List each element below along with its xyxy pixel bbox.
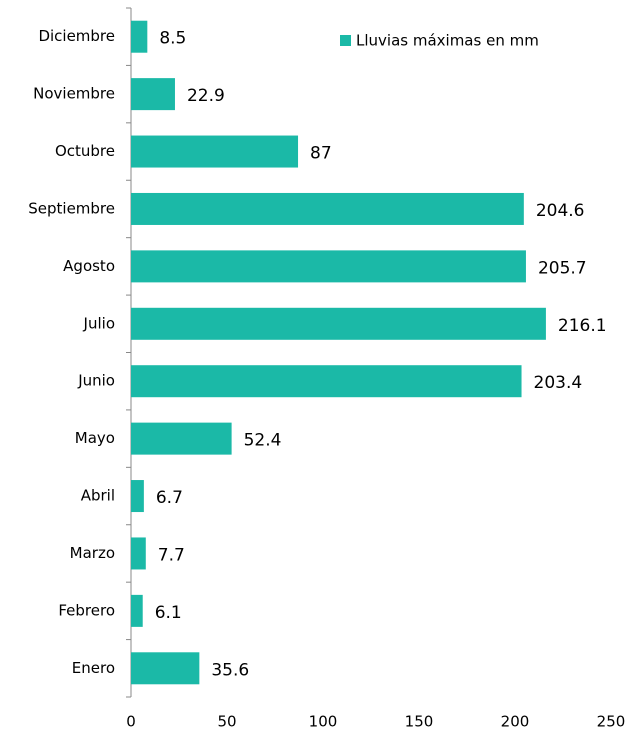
value-label: 7.7 — [158, 545, 185, 565]
bar — [131, 480, 144, 513]
value-label: 204.6 — [536, 201, 585, 221]
bar — [131, 20, 148, 53]
x-tick-label: 100 — [309, 713, 338, 731]
x-tick-label: 0 — [126, 713, 136, 731]
value-label: 8.5 — [159, 29, 186, 49]
bar — [131, 307, 546, 340]
value-label: 203.4 — [534, 373, 583, 393]
bar — [131, 192, 524, 225]
value-label: 6.7 — [156, 488, 183, 508]
value-label: 35.6 — [211, 660, 249, 680]
y-tick-label: Junio — [77, 372, 115, 390]
x-tick-label: 50 — [217, 713, 236, 731]
bar — [131, 422, 232, 455]
y-tick-label: Octubre — [55, 142, 115, 160]
legend-swatch — [340, 35, 351, 46]
legend-label: Lluvias máximas en mm — [356, 32, 539, 50]
bar — [131, 594, 143, 627]
value-label: 6.1 — [155, 603, 182, 623]
y-tick-label: Julio — [83, 314, 115, 332]
y-tick-label: Agosto — [63, 257, 115, 275]
y-tick-label: Noviembre — [33, 85, 115, 103]
x-tick-label: 150 — [405, 713, 434, 731]
value-label: 87 — [310, 144, 332, 164]
y-tick-label: Abril — [81, 487, 115, 505]
y-tick-label: Marzo — [70, 544, 115, 562]
y-tick-label: Febrero — [58, 601, 115, 619]
bar — [131, 250, 526, 283]
y-tick-label: Enero — [72, 659, 115, 677]
value-label: 52.4 — [244, 431, 282, 451]
bar — [131, 78, 175, 111]
value-label: 216.1 — [558, 316, 607, 336]
x-tick-label: 250 — [597, 713, 626, 731]
bar — [131, 652, 200, 685]
value-label: 205.7 — [538, 258, 587, 278]
bar — [131, 135, 299, 168]
y-tick-label: Diciembre — [38, 27, 115, 45]
value-label: 22.9 — [187, 86, 225, 106]
bar — [131, 365, 522, 398]
y-tick-label: Septiembre — [28, 199, 115, 217]
y-tick-label: Mayo — [75, 429, 115, 447]
x-tick-label: 200 — [501, 713, 530, 731]
bar — [131, 537, 146, 570]
